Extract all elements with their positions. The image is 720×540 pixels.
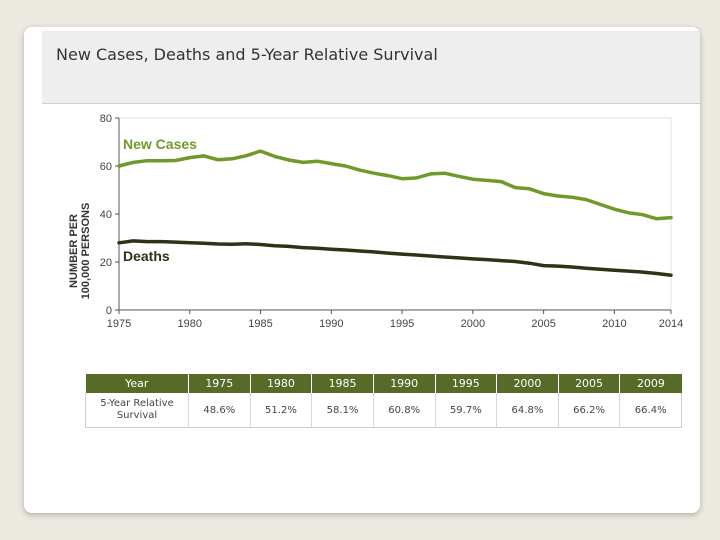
series-line-deaths (117, 239, 673, 277)
x-tick-label: 2010 (602, 318, 626, 330)
column-header: 2009 (619, 374, 682, 393)
table-cell: 58.1% (311, 393, 374, 428)
line-chart: 0 20 40 60 80 1975 1980 1985 1990 1995 2000 2005 201… (68, 113, 683, 330)
column-header: 1995 (435, 374, 498, 393)
y-tick-label: 40 (100, 209, 112, 221)
column-header: 1985 (311, 374, 374, 393)
x-tick-label: 1980 (178, 318, 202, 330)
column-header: 1990 (373, 374, 436, 393)
table-cell: 48.6% (188, 393, 251, 428)
chart-card: New Cases, Deaths and 5-Year Relative Su… (24, 27, 700, 513)
x-tick-label: 2005 (531, 318, 555, 330)
y-tick-label: 20 (100, 257, 112, 269)
table-cell: 66.2% (558, 393, 621, 428)
page-title: New Cases, Deaths and 5-Year Relative Su… (56, 45, 438, 64)
row-label: 5-Year Relative Survival (85, 393, 189, 428)
y-tick-label: 0 (106, 305, 112, 317)
x-tick-label: 2014 (659, 318, 683, 330)
plot-frame (118, 117, 672, 311)
table-cell: 51.2% (250, 393, 313, 428)
chart-axes: 0 20 40 60 80 1975 1980 1985 1990 1995 2000 2005 201… (100, 113, 683, 330)
column-header: 2005 (558, 374, 621, 393)
table-cell: 64.8% (496, 393, 559, 428)
x-tick-label: 1990 (319, 318, 343, 330)
table-header-row: Year 1975 1980 1985 1990 1995 2000 2005 … (85, 374, 682, 393)
table-row: 5-Year Relative Survival 48.6% 51.2% 58.… (85, 393, 682, 428)
table-cell: 59.7% (435, 393, 498, 428)
y-tick-label: 80 (100, 113, 112, 125)
column-header: Year (85, 374, 189, 393)
legend-label-deaths: Deaths (123, 248, 170, 264)
table-cell: 60.8% (373, 393, 436, 428)
column-header: 1975 (188, 374, 251, 393)
card-header: New Cases, Deaths and 5-Year Relative Su… (42, 31, 700, 104)
row-label-line2: Survival (116, 410, 158, 421)
series-line-new-cases (117, 149, 673, 221)
x-tick-label: 2000 (461, 318, 485, 330)
row-label-line1: 5-Year Relative (100, 398, 174, 409)
legend-label-new-cases: New Cases (123, 136, 197, 152)
column-header: 1980 (250, 374, 313, 393)
survival-table: Year 1975 1980 1985 1990 1995 2000 2005 … (85, 374, 682, 428)
table-cell: 66.4% (619, 393, 682, 428)
x-tick-label: 1995 (390, 318, 414, 330)
column-header: 2000 (496, 374, 559, 393)
series-layer (117, 149, 673, 277)
x-tick-label: 1975 (107, 318, 131, 330)
x-tick-label: 1985 (248, 318, 272, 330)
y-tick-label: 60 (100, 161, 112, 173)
y-axis-label-line2: 100,000 PERSONS (80, 203, 92, 300)
y-axis-label-line1: NUMBER PER (68, 214, 80, 288)
